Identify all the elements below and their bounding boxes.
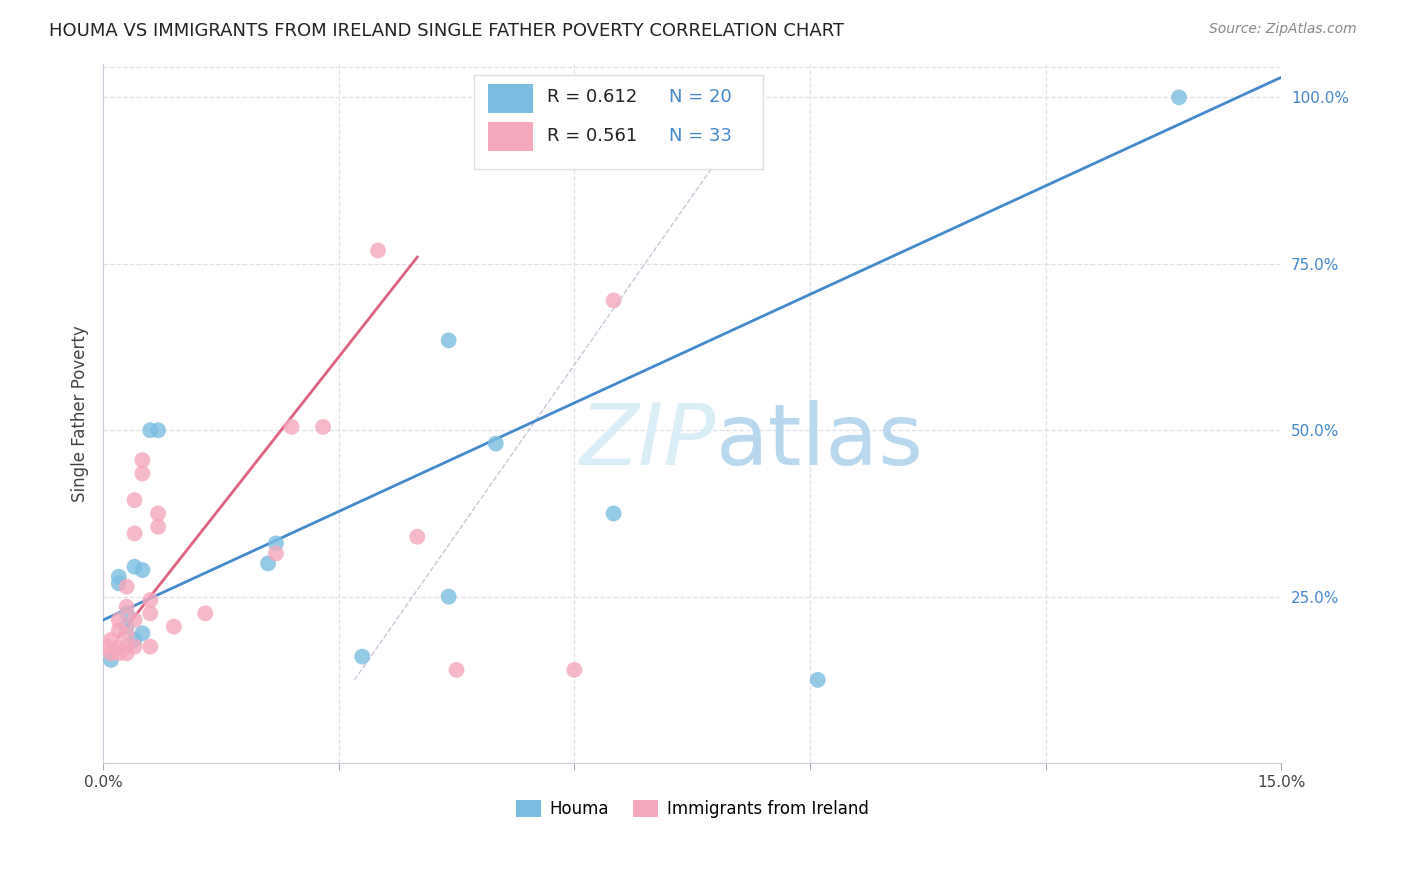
- Y-axis label: Single Father Poverty: Single Father Poverty: [72, 326, 89, 502]
- Point: [163, 620, 186, 634]
- Point: [146, 520, 169, 534]
- Point: [108, 576, 131, 591]
- Point: [131, 626, 153, 640]
- Point: [115, 626, 138, 640]
- Point: [146, 423, 169, 437]
- FancyBboxPatch shape: [488, 84, 533, 113]
- Text: Source: ZipAtlas.com: Source: ZipAtlas.com: [1209, 22, 1357, 37]
- Legend: Houma, Immigrants from Ireland: Houma, Immigrants from Ireland: [509, 793, 876, 825]
- Point: [108, 570, 131, 584]
- Point: [115, 580, 138, 594]
- Point: [485, 436, 508, 450]
- Point: [437, 590, 460, 604]
- Point: [115, 599, 138, 614]
- Point: [115, 646, 138, 660]
- Point: [108, 623, 131, 637]
- Point: [437, 334, 460, 348]
- Point: [807, 673, 830, 687]
- Point: [312, 420, 335, 434]
- Point: [352, 649, 374, 664]
- Point: [124, 526, 146, 541]
- Point: [124, 559, 146, 574]
- FancyBboxPatch shape: [488, 122, 533, 152]
- Point: [280, 420, 302, 434]
- Point: [562, 663, 585, 677]
- Point: [108, 640, 131, 654]
- Point: [264, 546, 287, 560]
- Point: [96, 640, 118, 654]
- Point: [108, 613, 131, 627]
- Text: R = 0.561: R = 0.561: [547, 127, 637, 145]
- Text: ZIP: ZIP: [579, 400, 716, 483]
- Point: [139, 640, 162, 654]
- Point: [131, 563, 153, 577]
- Point: [108, 646, 131, 660]
- Text: R = 0.612: R = 0.612: [547, 88, 637, 106]
- Point: [146, 507, 169, 521]
- Point: [264, 536, 287, 550]
- Text: atlas: atlas: [716, 400, 924, 483]
- Point: [115, 640, 138, 654]
- Point: [257, 557, 280, 571]
- Point: [100, 646, 122, 660]
- Point: [124, 640, 146, 654]
- Point: [1168, 90, 1191, 104]
- Point: [115, 620, 138, 634]
- Point: [100, 653, 122, 667]
- Point: [124, 613, 146, 627]
- Point: [194, 607, 217, 621]
- Point: [131, 453, 153, 467]
- Point: [139, 423, 162, 437]
- Point: [100, 632, 122, 647]
- Point: [139, 607, 162, 621]
- Point: [602, 293, 624, 308]
- FancyBboxPatch shape: [474, 75, 763, 169]
- Point: [406, 530, 429, 544]
- Point: [124, 493, 146, 508]
- Text: HOUMA VS IMMIGRANTS FROM IRELAND SINGLE FATHER POVERTY CORRELATION CHART: HOUMA VS IMMIGRANTS FROM IRELAND SINGLE …: [49, 22, 845, 40]
- Point: [115, 607, 138, 621]
- Text: N = 33: N = 33: [669, 127, 731, 145]
- Text: N = 20: N = 20: [669, 88, 731, 106]
- Point: [367, 244, 389, 258]
- Point: [139, 593, 162, 607]
- Point: [131, 467, 153, 481]
- Point: [446, 663, 468, 677]
- Point: [124, 632, 146, 647]
- Point: [602, 507, 624, 521]
